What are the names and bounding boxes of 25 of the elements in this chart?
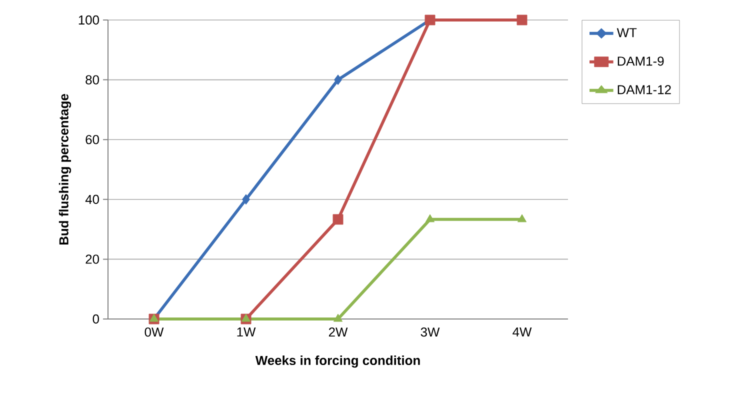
point	[425, 214, 435, 222]
point	[242, 194, 250, 205]
y-tick-label: 40	[85, 194, 100, 204]
y-tick-label: 80	[86, 75, 100, 84]
x-tick-label: 2W	[328, 328, 348, 337]
y-tick-label: 20	[86, 254, 100, 264]
point	[516, 14, 528, 26]
legend-label: DAM1-9	[618, 56, 664, 66]
point	[334, 74, 342, 86]
x-tick-label: 1W	[237, 328, 256, 336]
point	[241, 314, 251, 322]
y-tick-label: 100	[78, 15, 99, 25]
x-tick-label: 0W	[144, 328, 164, 337]
legend-label: WT	[616, 28, 637, 38]
point	[149, 314, 159, 322]
legend-label: DAM1-12	[618, 85, 671, 94]
point	[333, 314, 343, 322]
point	[332, 214, 344, 225]
y-axis-title: Bud flushing percentage	[58, 94, 72, 245]
x-tick-label: 4W	[512, 328, 532, 336]
y-tick-label: 60	[86, 135, 100, 144]
x-axis-title: Weeks in forcing condition	[255, 356, 420, 368]
x-tick-label: 3W	[420, 328, 440, 337]
point	[517, 214, 527, 222]
y-tick-label: 0	[92, 314, 100, 324]
